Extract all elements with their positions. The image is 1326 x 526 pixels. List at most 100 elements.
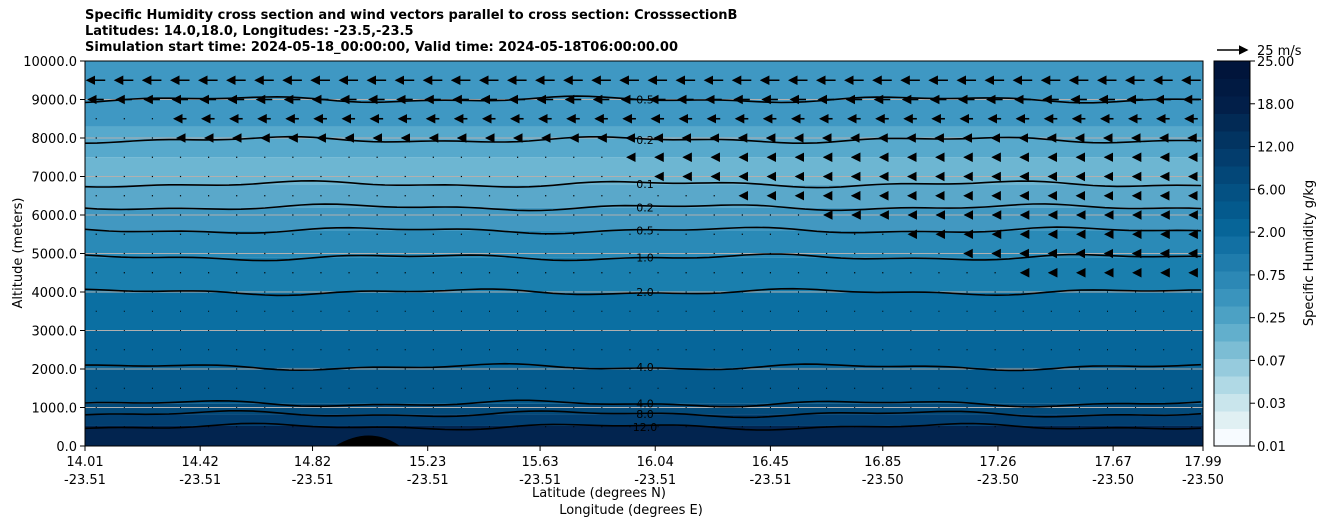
wind-vector: [404, 426, 406, 428]
x-tick-label-lon: -23.51: [64, 473, 106, 488]
wind-vector: [1191, 407, 1193, 408]
contour-label: 1.0: [636, 251, 654, 264]
wind-vector: [1106, 349, 1108, 351]
wind-vector: [460, 195, 463, 197]
x-axis-label-latitude: Latitude (degrees N): [532, 486, 666, 501]
wind-vector: [713, 407, 715, 408]
y-tick-label: 0.0: [56, 440, 77, 455]
wind-vector: [545, 349, 547, 351]
contour-line: [85, 226, 1202, 235]
wind-vector: [1163, 368, 1165, 370]
wind-vector: [1135, 310, 1137, 312]
contour-label: 12.0: [633, 421, 658, 434]
wind-vector: [741, 291, 743, 293]
wind-vector: [854, 291, 856, 293]
wind-vector: [601, 407, 603, 408]
wind-vector: [460, 368, 462, 370]
wind-vector: [657, 214, 659, 216]
wind-vector: [1078, 368, 1080, 370]
wind-vector: [1022, 387, 1024, 389]
wind-vector: [657, 387, 659, 389]
wind-vector: [966, 349, 968, 351]
wind-vector: [404, 291, 406, 293]
colorbar-segment: [1214, 428, 1250, 447]
wind-vector: [769, 387, 771, 389]
wind-vector: [1135, 387, 1137, 389]
wind-vector: [180, 291, 182, 293]
wind-vector: [236, 387, 238, 389]
wind-vector: [348, 195, 350, 197]
wind-vector: [432, 195, 434, 197]
wind-vector: [180, 407, 182, 408]
contour-label: 4.0: [636, 398, 654, 411]
wind-vector: [685, 272, 687, 274]
wind-vector: [404, 387, 406, 389]
wind-vector: [601, 426, 603, 428]
contour-label: 0.2: [636, 134, 654, 147]
wind-vector: [769, 407, 771, 408]
wind-vector: [320, 214, 322, 216]
wind-vector: [573, 195, 575, 197]
wind-vector: [404, 310, 406, 312]
wind-vector: [489, 310, 491, 312]
contour-line: [85, 179, 1202, 189]
wind-vector: [151, 272, 154, 274]
wind-vector: [545, 426, 547, 428]
wind-vector: [657, 233, 659, 235]
wind-vector: [264, 195, 266, 197]
wind-vector: [320, 407, 322, 408]
wind-vector: [545, 368, 547, 370]
wind-vector: [264, 291, 266, 293]
wind-vector: [320, 195, 322, 197]
x-tick-label-lat: 14.42: [182, 455, 219, 470]
wind-vector: [601, 387, 603, 389]
y-tick-label: 7000.0: [32, 171, 78, 186]
wind-vector: [882, 310, 884, 312]
y-tick-label: 5000.0: [32, 248, 78, 263]
wind-vector: [348, 272, 350, 274]
wind-vector: [95, 137, 97, 139]
wind-vector: [460, 233, 463, 235]
wind-vector: [207, 272, 210, 274]
wind-vector: [685, 233, 687, 235]
wind-vector: [516, 156, 519, 158]
humidity-band: [85, 257, 1203, 292]
wind-vector: [460, 387, 462, 389]
wind-vector: [516, 214, 519, 216]
wind-vector: [910, 291, 912, 293]
wind-vector: [1106, 407, 1108, 408]
wind-vector: [601, 233, 603, 235]
wind-vector: [348, 175, 350, 178]
humidity-band: [85, 403, 1203, 415]
wind-vector: [657, 426, 659, 428]
wind-vector: [825, 272, 828, 274]
wind-vector: [1163, 349, 1165, 351]
wind-vector: [292, 233, 294, 235]
wind-vector: [882, 233, 884, 235]
wind-vector: [376, 426, 378, 428]
wind-vector: [769, 368, 771, 370]
wind-vector: [404, 252, 406, 255]
wind-vector: [882, 252, 884, 255]
colorbar-tick-label: 0.25: [1257, 312, 1286, 327]
wind-vector: [910, 252, 912, 255]
wind-vector: [994, 407, 996, 408]
contour-label: 0.2: [636, 201, 654, 214]
wind-vector: [348, 387, 350, 389]
chart-title-line2: Latitudes: 14.0,18.0, Longitudes: -23.5,…: [85, 24, 414, 39]
humidity-band: [85, 207, 1203, 231]
y-tick-label: 1000.0: [32, 402, 78, 417]
x-tick-label-lon: -23.50: [1182, 473, 1224, 488]
wind-vector: [713, 195, 715, 197]
wind-vector: [180, 426, 182, 428]
wind-vector: [348, 368, 350, 370]
wind-vector: [601, 368, 603, 370]
wind-vector: [1163, 387, 1165, 389]
wind-vector: [741, 426, 743, 428]
wind-vector: [713, 330, 715, 331]
wind-vector: [825, 252, 828, 255]
wind-vector: [376, 310, 378, 312]
wind-vector: [1191, 368, 1193, 370]
wind-vector: [348, 291, 350, 293]
wind-vector: [966, 426, 968, 428]
